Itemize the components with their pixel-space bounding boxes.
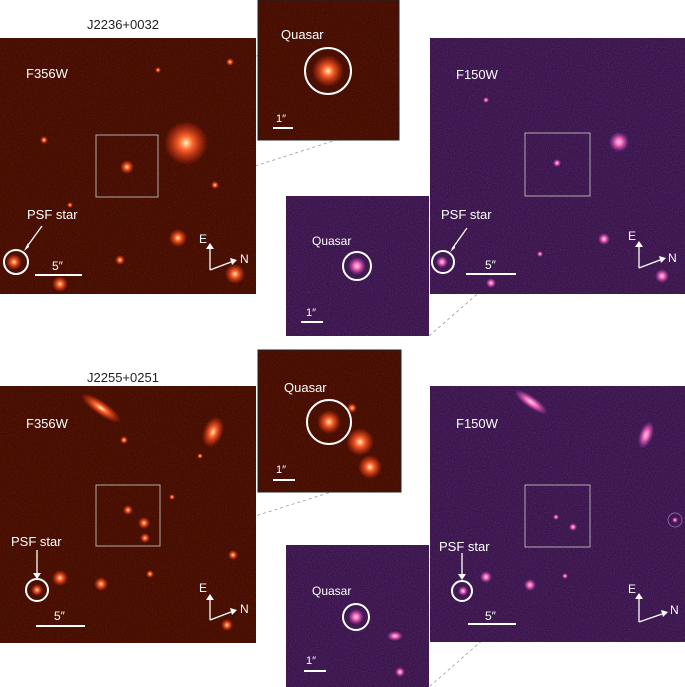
inset-quasar-label: Quasar xyxy=(281,27,324,42)
psf-label: PSF star xyxy=(11,534,62,549)
inset-j2236-red xyxy=(258,0,399,140)
panel-j2255-f150w xyxy=(430,386,685,642)
zoom-box xyxy=(95,134,159,198)
inset-scale-label: 1″ xyxy=(306,655,316,667)
scale-label: 5″ xyxy=(52,259,64,273)
scale-label: 5″ xyxy=(54,609,66,623)
title-j2255: J2255+0251 xyxy=(87,370,159,385)
inset-quasar-label: Quasar xyxy=(312,584,351,598)
filter-label: F150W xyxy=(456,67,499,82)
inset-scale-label: 1″ xyxy=(276,464,286,476)
psf-label: PSF star xyxy=(439,539,490,554)
psf-label: PSF star xyxy=(27,207,78,222)
panel-j2255-f356w xyxy=(0,386,256,643)
compass-north: N xyxy=(240,252,249,266)
inset-scale-label: 1″ xyxy=(306,307,316,319)
compass-east: E xyxy=(628,229,636,243)
title-j2236: J2236+0032 xyxy=(87,17,159,32)
panel-j2236-f356w xyxy=(0,38,256,294)
inset-j2255-red xyxy=(258,350,401,492)
filter-label: F150W xyxy=(456,416,499,431)
compass-east: E xyxy=(628,582,636,596)
scale-label: 5″ xyxy=(485,258,497,272)
inset-quasar-label: Quasar xyxy=(284,380,327,395)
psf-circle xyxy=(3,249,29,275)
scale-label: 5″ xyxy=(485,609,497,623)
filter-label: F356W xyxy=(26,66,69,81)
inset-j2255-purple xyxy=(286,545,429,687)
bright-galaxy xyxy=(164,121,208,165)
compass-north: N xyxy=(670,603,679,617)
inset-j2236-purple xyxy=(286,196,429,336)
compass-north: N xyxy=(240,602,249,616)
compass-east: E xyxy=(199,232,207,246)
panel-j2236-f150w xyxy=(430,38,685,294)
inset-scale-label: 1″ xyxy=(276,113,286,125)
compass-east: E xyxy=(199,581,207,595)
compass-north: N xyxy=(668,251,677,265)
inset-quasar-label: Quasar xyxy=(312,234,351,248)
psf-label: PSF star xyxy=(441,207,492,222)
filter-label: F356W xyxy=(26,416,69,431)
